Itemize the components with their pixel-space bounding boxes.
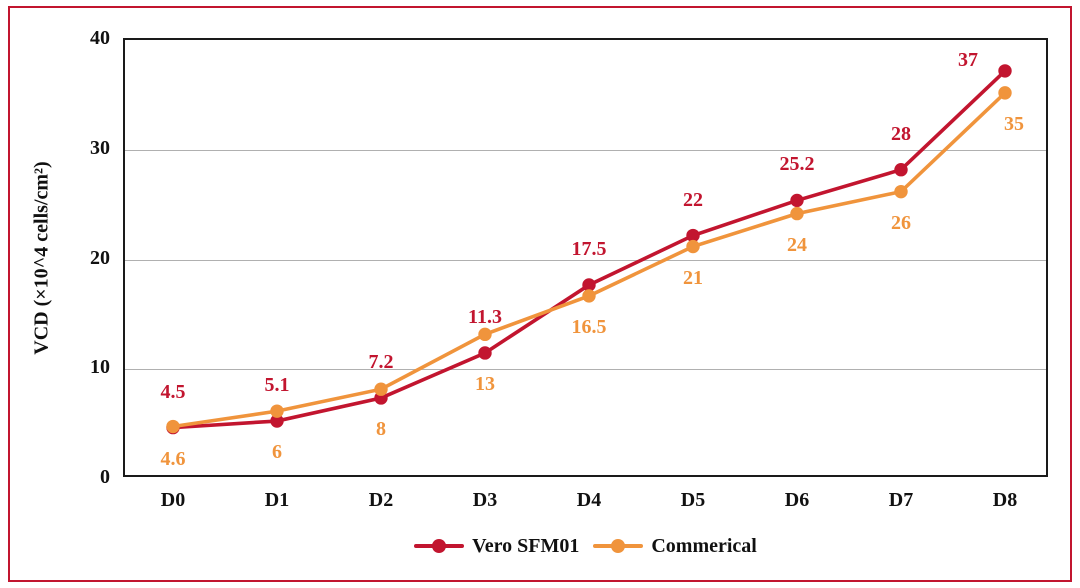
data-label-commerical-D8: 35 (1004, 112, 1024, 135)
data-label-vero-D3: 11.3 (468, 305, 502, 328)
x-axis-label-D2: D2 (368, 489, 394, 511)
data-label-vero-D8: 37 (958, 48, 978, 71)
legend-item-vero-sfm01: Vero SFM01 (414, 535, 579, 558)
x-axis-label-D5: D5 (680, 489, 706, 511)
data-label-vero-D1: 5.1 (264, 374, 290, 397)
legend-label-commerical: Commerical (651, 534, 757, 557)
data-label-commerical-D3: 13 (475, 372, 495, 395)
gridline-y30 (125, 149, 1046, 151)
data-label-vero-D0: 4.5 (160, 380, 186, 403)
x-axis-label-D7: D7 (888, 489, 914, 511)
data-label-vero-D2: 7.2 (368, 350, 394, 373)
y-tick-label-20: 20 (90, 246, 110, 269)
y-tick-label-0: 0 (100, 466, 110, 488)
legend-marker-commerical (593, 539, 644, 553)
data-label-vero-D6: 25.2 (779, 153, 815, 176)
legend-label-vero-sfm01: Vero SFM01 (472, 534, 580, 557)
data-label-commerical-D6: 24 (787, 233, 807, 256)
data-label-vero-D4: 17.5 (571, 237, 607, 260)
data-label-commerical-D4: 16.5 (571, 315, 607, 338)
legend-dot-icon (611, 539, 626, 553)
x-axis-label-D8: D8 (992, 489, 1018, 511)
data-label-commerical-D1: 6 (272, 441, 282, 464)
x-axis-label-D1: D1 (264, 489, 290, 511)
y-tick-label-40: 40 (90, 27, 110, 49)
legend-marker-vero-sfm01 (414, 539, 465, 553)
x-axis-label-D0: D0 (160, 489, 186, 511)
x-axis-label-D4: D4 (576, 489, 602, 511)
data-label-vero-D7: 28 (891, 122, 911, 145)
data-label-commerical-D7: 26 (891, 211, 911, 234)
y-tick-label-10: 10 (90, 356, 110, 379)
data-label-vero-D5: 22 (683, 188, 703, 211)
x-axis-label-D3: D3 (472, 489, 498, 511)
legend-item-commerical: Commerical (593, 535, 757, 558)
x-axis-label-D6: D6 (784, 489, 810, 511)
legend: Vero SFM01 Commerical (123, 532, 1048, 560)
data-label-commerical-D0: 4.6 (160, 447, 186, 470)
legend-dot-icon (432, 539, 447, 553)
gridline-y10 (125, 369, 1046, 371)
y-tick-label-30: 30 (90, 136, 110, 159)
data-label-commerical-D5: 21 (683, 266, 703, 289)
data-label-commerical-D2: 8 (376, 417, 386, 440)
